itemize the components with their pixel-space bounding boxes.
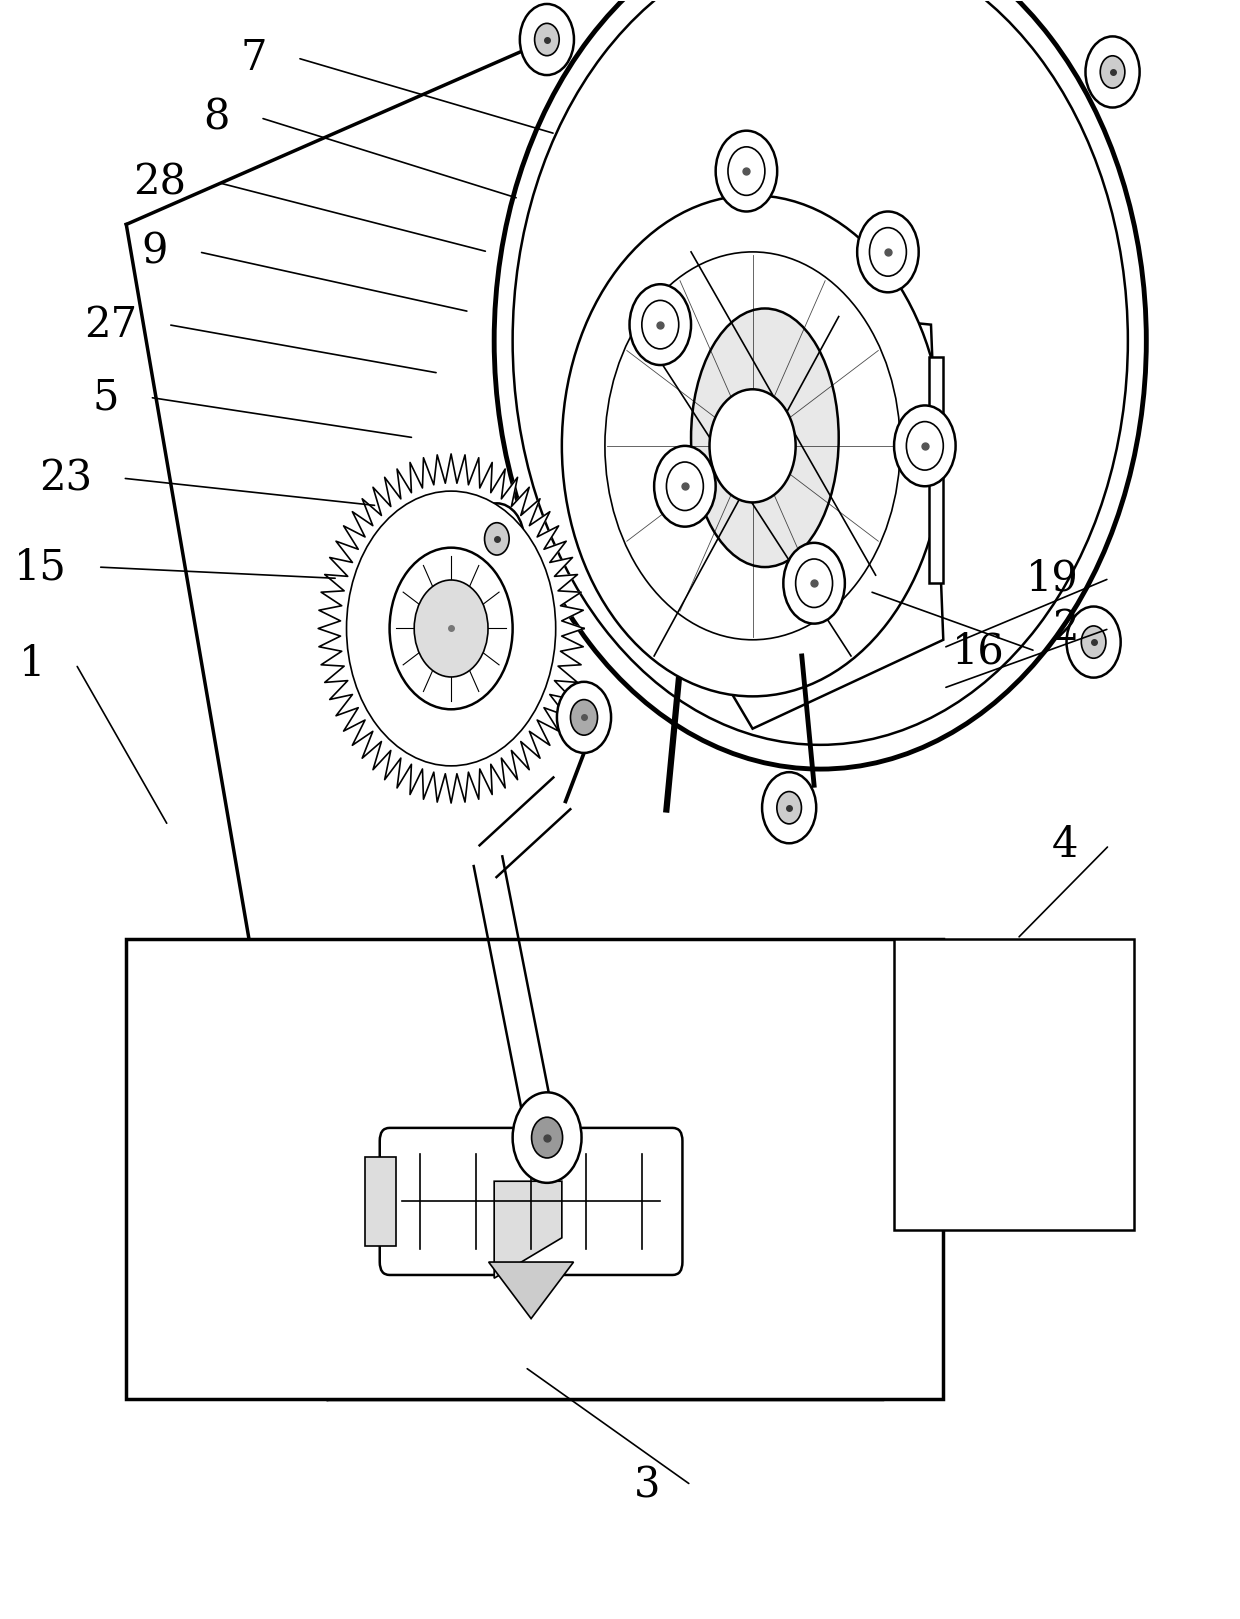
Circle shape bbox=[534, 23, 559, 55]
Circle shape bbox=[414, 580, 489, 677]
Circle shape bbox=[557, 682, 611, 753]
Circle shape bbox=[763, 772, 816, 843]
Text: 15: 15 bbox=[15, 546, 67, 588]
Polygon shape bbox=[580, 309, 944, 729]
Circle shape bbox=[346, 491, 556, 766]
Text: 5: 5 bbox=[92, 376, 119, 418]
Circle shape bbox=[1085, 36, 1140, 107]
Bar bbox=[894, 939, 1135, 1230]
Circle shape bbox=[784, 542, 844, 623]
Circle shape bbox=[776, 792, 801, 824]
Polygon shape bbox=[489, 1263, 574, 1318]
Text: 16: 16 bbox=[952, 630, 1004, 672]
Circle shape bbox=[655, 445, 715, 526]
Circle shape bbox=[1081, 627, 1106, 659]
Text: 23: 23 bbox=[38, 457, 92, 499]
Polygon shape bbox=[929, 356, 944, 583]
Text: 27: 27 bbox=[84, 304, 138, 345]
Text: 7: 7 bbox=[241, 37, 267, 79]
Polygon shape bbox=[126, 939, 944, 1399]
Text: 2: 2 bbox=[1052, 607, 1079, 649]
Circle shape bbox=[894, 405, 956, 486]
Circle shape bbox=[630, 285, 691, 364]
Circle shape bbox=[470, 504, 525, 575]
Circle shape bbox=[570, 699, 598, 735]
Circle shape bbox=[857, 212, 919, 293]
Text: 1: 1 bbox=[19, 643, 45, 685]
Text: 28: 28 bbox=[134, 162, 186, 204]
Circle shape bbox=[520, 3, 574, 74]
Circle shape bbox=[1100, 55, 1125, 87]
Text: 19: 19 bbox=[1025, 557, 1079, 599]
Circle shape bbox=[389, 547, 512, 709]
Circle shape bbox=[512, 1093, 582, 1183]
Circle shape bbox=[562, 196, 944, 696]
Circle shape bbox=[715, 131, 777, 212]
Polygon shape bbox=[319, 453, 584, 803]
FancyBboxPatch shape bbox=[379, 1128, 682, 1276]
Polygon shape bbox=[365, 1158, 396, 1247]
Circle shape bbox=[709, 389, 796, 502]
Ellipse shape bbox=[691, 309, 838, 567]
Circle shape bbox=[485, 523, 510, 555]
Circle shape bbox=[1066, 607, 1121, 678]
Text: 8: 8 bbox=[203, 97, 229, 139]
Text: 9: 9 bbox=[141, 232, 169, 274]
Text: 4: 4 bbox=[1053, 824, 1079, 866]
Circle shape bbox=[532, 1117, 563, 1158]
Text: 3: 3 bbox=[634, 1464, 660, 1506]
Polygon shape bbox=[495, 1182, 562, 1279]
